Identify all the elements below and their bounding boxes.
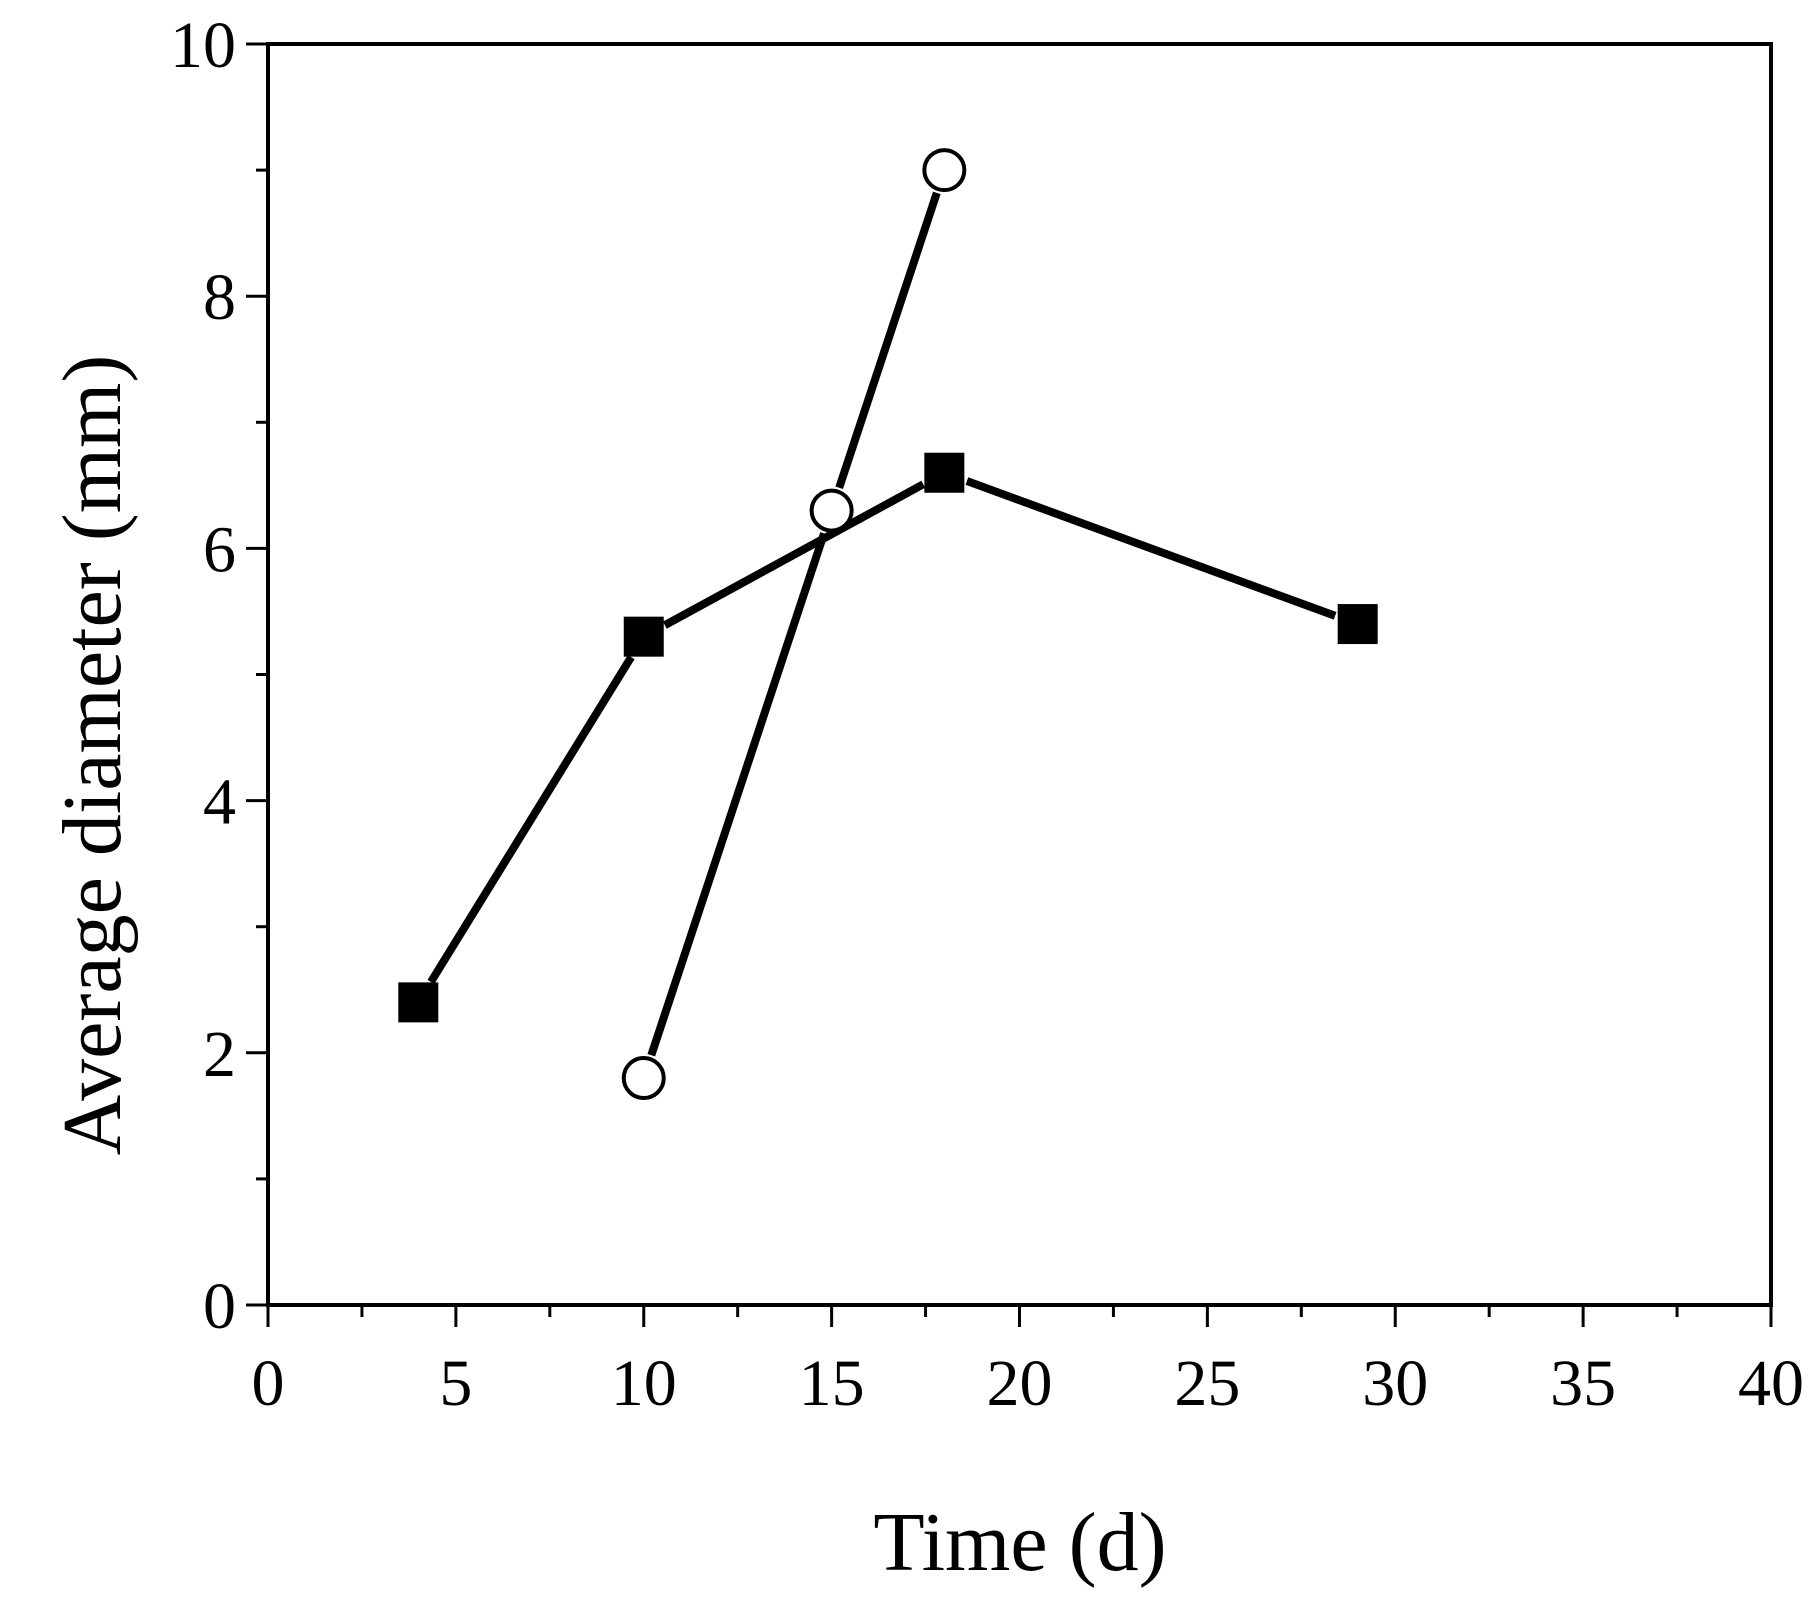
axes xyxy=(266,42,1773,1307)
data-point-square xyxy=(924,452,965,493)
y-axis-title: Average diameter (mm) xyxy=(46,355,139,1156)
x-tick-label: 5 xyxy=(439,1347,472,1420)
y-tick-label: 8 xyxy=(203,261,236,334)
series-line-segment xyxy=(662,480,926,629)
series-line-segment xyxy=(647,532,828,1057)
x-tick-label: 25 xyxy=(1174,1347,1240,1420)
x-tick-label: 20 xyxy=(987,1347,1053,1420)
data-point-circle xyxy=(809,488,854,533)
x-tick-label: 40 xyxy=(1738,1347,1804,1420)
series-line-segment xyxy=(427,655,635,985)
plot-frame xyxy=(266,42,1773,1307)
data-point-circle xyxy=(621,1056,666,1101)
data-point-square xyxy=(398,982,439,1023)
y-tick-label: 10 xyxy=(170,9,236,82)
y-tick-label: 4 xyxy=(203,766,236,839)
x-axis-title: Time (d) xyxy=(873,1496,1166,1589)
y-tick-label: 6 xyxy=(203,513,236,586)
series-line-segment xyxy=(835,191,941,490)
series-1 xyxy=(398,452,1378,1023)
series-2 xyxy=(621,148,967,1101)
y-tick-label: 0 xyxy=(203,1270,236,1343)
x-tick-label: 15 xyxy=(799,1347,865,1420)
x-tick-label: 0 xyxy=(252,1347,285,1420)
ticks: 0 5 10 15 20 25 30 35 40 0 2 4 6 8 10 xyxy=(170,9,1804,1420)
y-tick-label: 2 xyxy=(203,1018,236,1091)
data-point-circle xyxy=(922,148,967,193)
x-tick-label: 10 xyxy=(611,1347,677,1420)
data-point-square xyxy=(1337,604,1378,645)
x-tick-label: 35 xyxy=(1550,1347,1616,1420)
series-line-segment xyxy=(965,477,1337,620)
series-layer xyxy=(398,148,1378,1101)
x-tick-label: 30 xyxy=(1362,1347,1428,1420)
data-point-square xyxy=(623,616,664,657)
